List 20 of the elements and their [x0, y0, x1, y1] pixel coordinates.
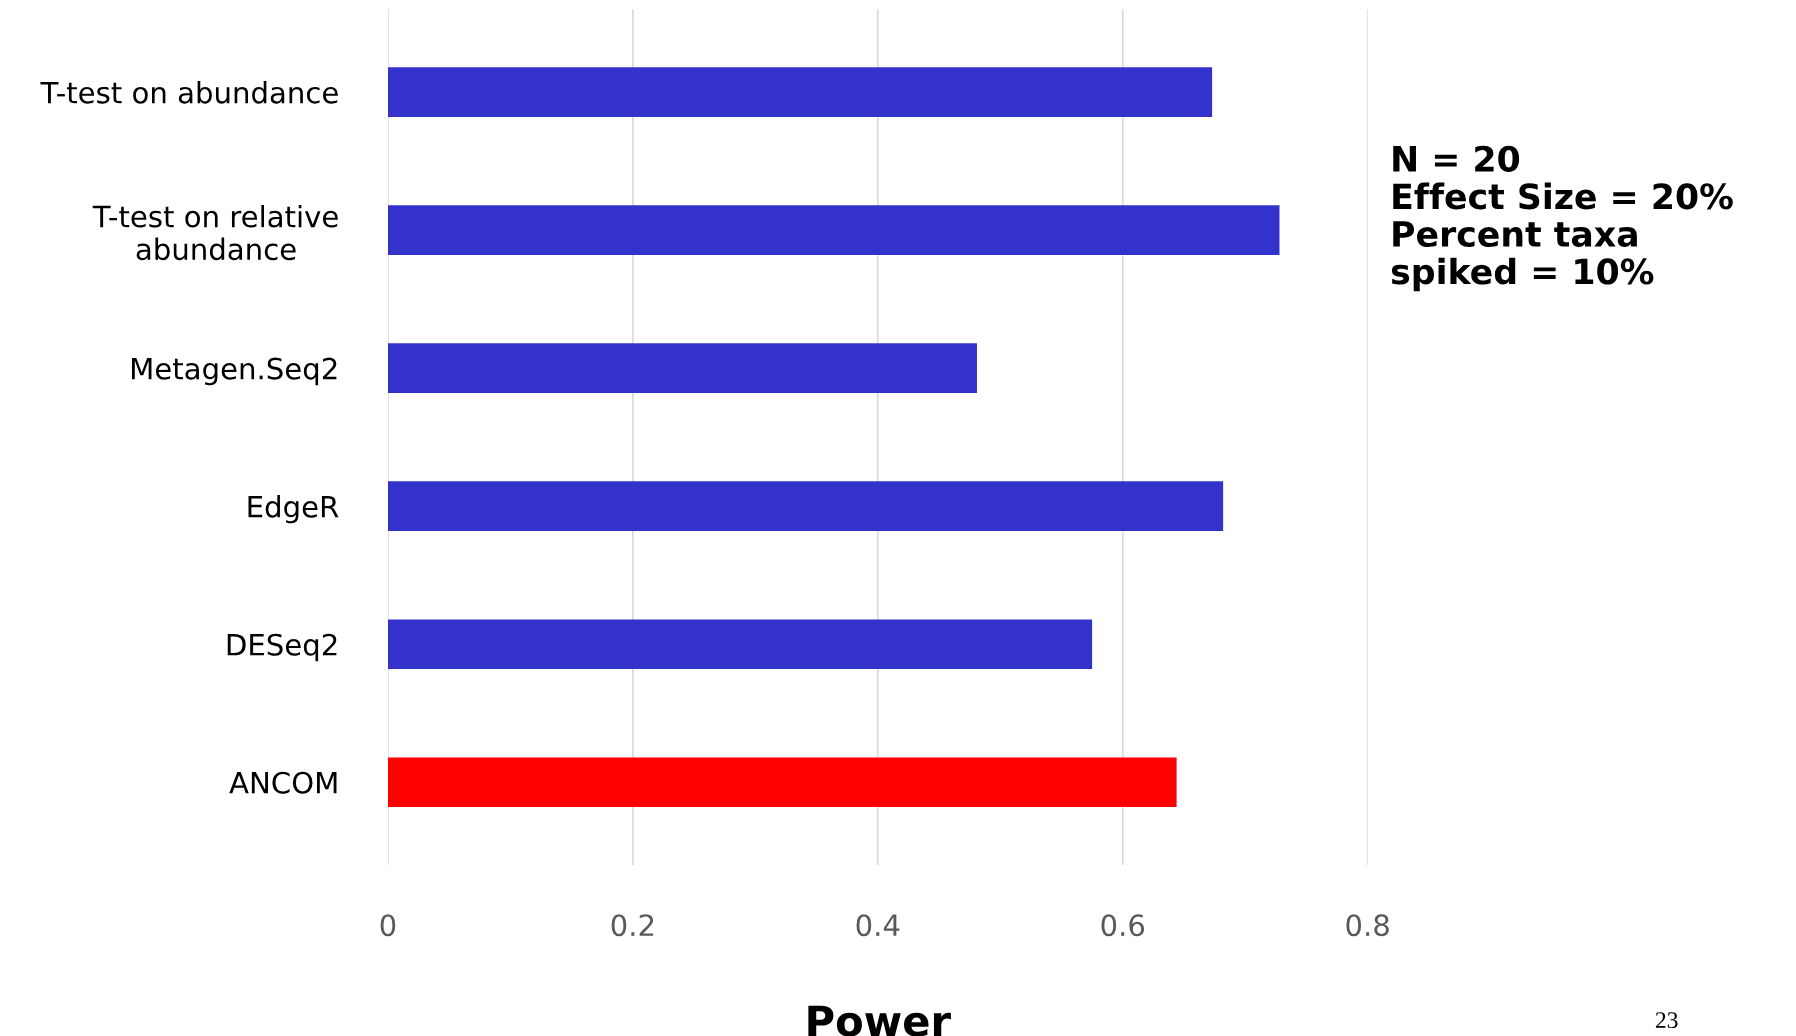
- bar: [387, 205, 1280, 255]
- y-tick-label: ANCOM: [229, 771, 337, 794]
- y-tick-label: EdgeR: [248, 495, 339, 524]
- bar: [387, 481, 1224, 532]
- x-axis-title: Power: [808, 1005, 951, 1036]
- x-tick-label: 0.2: [611, 914, 654, 937]
- text: N = 20 Effect Size = 20% Percent taxa spiked = 10%: [1391, 145, 1733, 292]
- x-tick-label: 0.8: [1346, 914, 1389, 937]
- y-tick-label: DESeq2: [227, 633, 337, 662]
- y-tick-label: T-test on relative abundance: [92, 204, 338, 261]
- bar: [387, 619, 1093, 670]
- bar: [387, 343, 977, 394]
- bar: [387, 67, 1213, 117]
- x-tick-label: 0.6: [1101, 914, 1145, 937]
- x-tick-label: 0: [380, 914, 396, 937]
- bar: [387, 757, 1177, 808]
- y-tick-label: T-test on abundance: [40, 81, 338, 104]
- x-tick-label: 0.4: [856, 914, 900, 937]
- text: 23: [1655, 1012, 1678, 1029]
- y-tick-label: Metagen.Seq2: [132, 357, 337, 386]
